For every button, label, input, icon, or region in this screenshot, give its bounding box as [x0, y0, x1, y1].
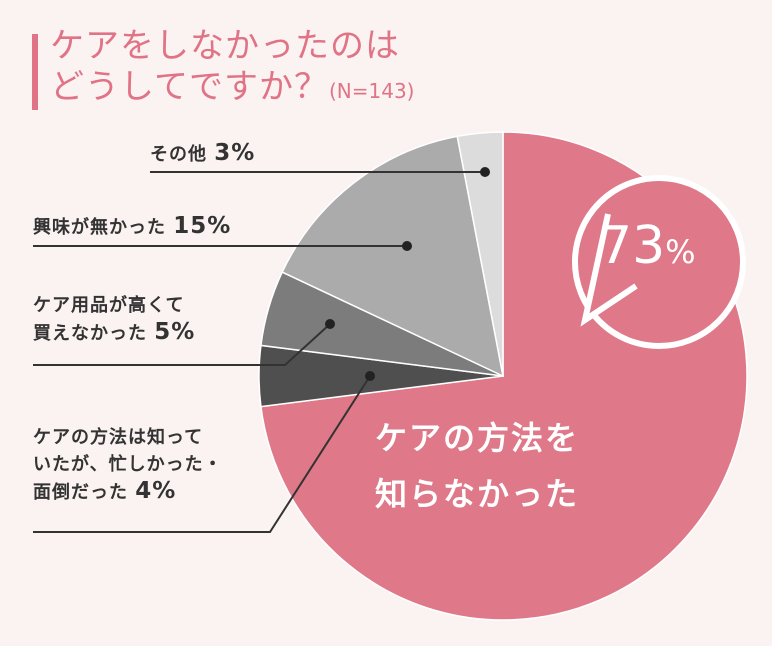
label-too-expensive-text: 買えなかった	[33, 323, 147, 344]
title-accent-bar	[32, 34, 38, 110]
label-other-text: その他	[150, 144, 207, 165]
label-too-expensive: ケア用品が高くて 買えなかった 5%	[33, 292, 195, 347]
title-line-1: ケアをしなかったのは	[50, 26, 400, 66]
label-busy-text: 面倒だった	[33, 482, 128, 503]
label-busy-pct: 4%	[135, 478, 177, 504]
dot-other	[480, 167, 490, 177]
leader-too-expensive	[33, 323, 331, 366]
label-no-interest: 興味が無かった 15%	[33, 213, 231, 241]
label-no-interest-text: 興味が無かった	[33, 217, 166, 238]
title-line-2-text: どうしてですか？	[50, 67, 329, 107]
slice-no-interest	[281, 135, 505, 378]
label-too-expensive-line-1: ケア用品が高くて	[33, 295, 185, 316]
bubble-percentage: 73%	[599, 216, 739, 282]
label-too-expensive-pct: 5%	[154, 319, 196, 345]
main-slice-label: ケアの方法を 知らなかった	[375, 410, 579, 522]
bubble-symbol: %	[665, 233, 696, 271]
main-slice-label-line-2: 知らなかった	[375, 475, 580, 513]
label-busy-line-1: ケアの方法は知って	[33, 427, 204, 448]
label-too-expensive-line-2: 買えなかった 5%	[33, 319, 195, 347]
chart-title: ケアをしなかったのは どうしてですか？(N=143)	[50, 26, 414, 112]
leader-dots	[325, 167, 490, 381]
leader-busy	[33, 375, 371, 533]
dot-no-interest	[402, 241, 412, 251]
slice-other	[456, 131, 504, 377]
label-other: その他 3%	[150, 140, 255, 168]
leader-lines	[33, 171, 485, 533]
label-busy-line-2: いたが、忙しかった・	[33, 454, 223, 475]
label-busy: ケアの方法は知って いたが、忙しかった・ 面倒だった 4%	[33, 424, 223, 506]
title-line-2: どうしてですか？(N=143)	[50, 67, 414, 112]
sample-size: (N=143)	[328, 79, 415, 103]
label-other-pct: 3%	[214, 140, 256, 166]
label-no-interest-pct: 15%	[173, 213, 232, 239]
label-busy-line-3: 面倒だった 4%	[33, 478, 223, 506]
dot-busy	[365, 371, 375, 381]
bubble-tail-outline	[580, 213, 638, 327]
main-slice-label-line-1: ケアの方法を	[375, 419, 580, 457]
dot-too-expensive	[325, 319, 335, 329]
bubble-value: 73	[599, 216, 666, 276]
